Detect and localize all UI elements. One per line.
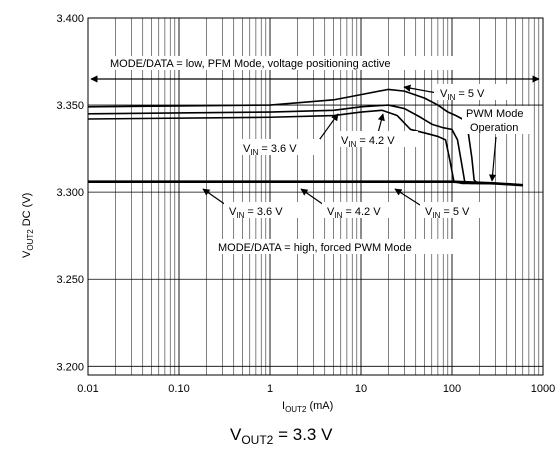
annotation-arrow xyxy=(316,113,339,144)
annotation-pfm-mode: MODE/DATA = low, PFM Mode, voltage posit… xyxy=(110,58,391,70)
tick-labels: 0.01 0.10 1 10 100 1000 3.400 3.350 3.300 3.250 3.… xyxy=(56,13,555,395)
x-tick-label: 10 xyxy=(355,383,367,395)
label-vin-36v-top: VIN = 3.6 V xyxy=(243,143,297,157)
annotation-arrow xyxy=(300,188,325,206)
annotation-arrow xyxy=(377,113,385,134)
label-vin-5v-top: VIN = 5 V xyxy=(440,88,485,102)
y-tick-label: 3.300 xyxy=(56,187,84,199)
annotation-pwm-mode: MODE/DATA = high, forced PWM Mode xyxy=(218,242,412,254)
y-tick-label: 3.350 xyxy=(56,100,84,112)
y-axis-label: VOUT2 DC (V) xyxy=(21,193,35,258)
label-vin-36v-bottom: VIN = 3.6 V xyxy=(229,206,283,220)
annotation-pwm-op-line2: Operation xyxy=(470,122,518,134)
annotation-arrow xyxy=(489,136,497,182)
series-line xyxy=(87,88,523,186)
arrows xyxy=(90,75,540,206)
annotation-pwm-op-line1: PWM Mode xyxy=(466,108,523,120)
annotations: MODE/DATA = low, PFM Mode, voltage posit… xyxy=(106,56,532,254)
y-tick-label: 3.400 xyxy=(56,13,84,25)
annotation-arrow xyxy=(202,188,227,206)
y-tick-label: 3.250 xyxy=(56,274,84,286)
series-group xyxy=(87,88,523,187)
x-tick-label: 100 xyxy=(443,383,461,395)
annotation-arrow xyxy=(403,84,438,94)
plot-frame xyxy=(87,17,544,376)
label-vin-42v-top: VIN = 4.2 V xyxy=(341,135,395,149)
grid xyxy=(87,17,543,375)
series-line xyxy=(88,180,523,187)
label-vin-42v-bottom: VIN = 4.2 V xyxy=(327,206,381,220)
label-vin-5v-bottom: VIN = 5 V xyxy=(425,206,470,220)
x-axis-label: IOUT2 (mA) xyxy=(282,400,333,414)
annotation-arrow xyxy=(394,188,421,206)
x-tick-label: 0.10 xyxy=(168,383,189,395)
x-tick-label: 1 xyxy=(267,383,273,395)
x-tick-label: 0.01 xyxy=(77,383,98,395)
chart-title: VOUT2 = 3.3 V xyxy=(230,425,333,447)
x-tick-label: 1000 xyxy=(531,383,555,395)
y-tick-label: 3.200 xyxy=(56,361,84,373)
